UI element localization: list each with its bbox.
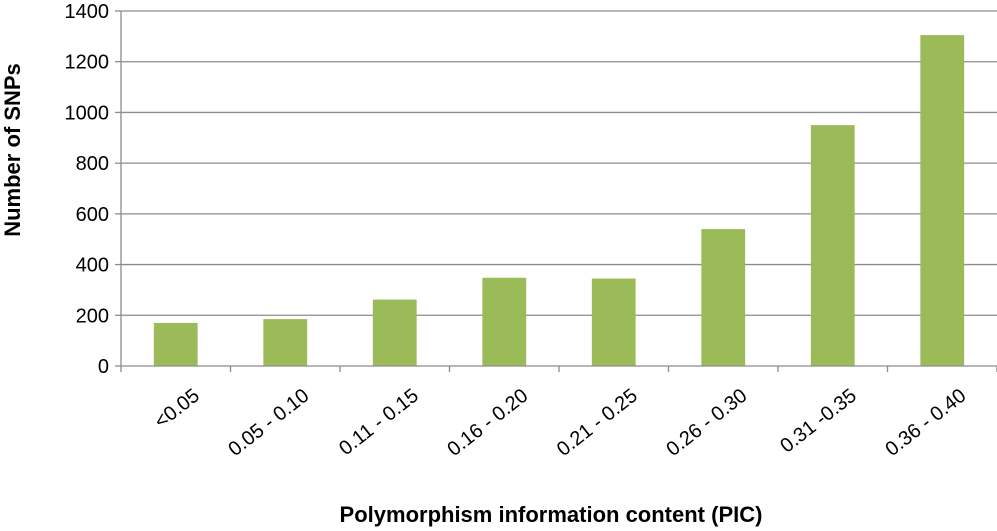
y-tick-label: 400 [76, 255, 109, 277]
bar [701, 229, 746, 366]
x-tick-label: 0.11 - 0.15 [335, 385, 423, 460]
y-tick-label: 1400 [65, 1, 110, 23]
y-tick-label: 800 [76, 153, 109, 175]
y-tick-label: 600 [76, 204, 109, 226]
x-tick-label: 0.36 - 0.40 [881, 385, 970, 461]
x-tick-label: 0.21 - 0.25 [553, 385, 642, 461]
bar [810, 125, 855, 366]
x-tick-label: <0.05 [150, 385, 203, 433]
x-tick-label: 0.16 - 0.20 [443, 385, 532, 461]
y-tick-label: 0 [98, 356, 109, 378]
bars [153, 35, 965, 366]
y-tick-label: 200 [76, 305, 109, 327]
x-tick-label: 0.31 -0.35 [776, 385, 861, 458]
y-tick-label: 1200 [65, 52, 110, 74]
x-tick-label: 0.26 - 0.30 [662, 385, 751, 461]
x-axis-title: Polymorphism information content (PIC) [340, 502, 763, 527]
bar [153, 322, 198, 366]
gridlines [121, 10, 997, 316]
axes [115, 10, 997, 372]
bar [591, 278, 636, 366]
bar [372, 299, 417, 366]
x-tick-labels: <0.05 0.05 - 0.10 0.11 - 0.15 0.16 - 0.20 0.… [150, 385, 970, 461]
bar [263, 319, 308, 366]
y-tick-labels: 0 200 400 600 800 1000 1200 1400 [65, 1, 110, 378]
y-axis-title: Number of SNPs [0, 63, 25, 237]
bar [920, 35, 965, 366]
bar [482, 277, 527, 366]
y-tick-label: 1000 [65, 102, 110, 124]
x-tick-label: 0.05 - 0.10 [224, 385, 313, 461]
